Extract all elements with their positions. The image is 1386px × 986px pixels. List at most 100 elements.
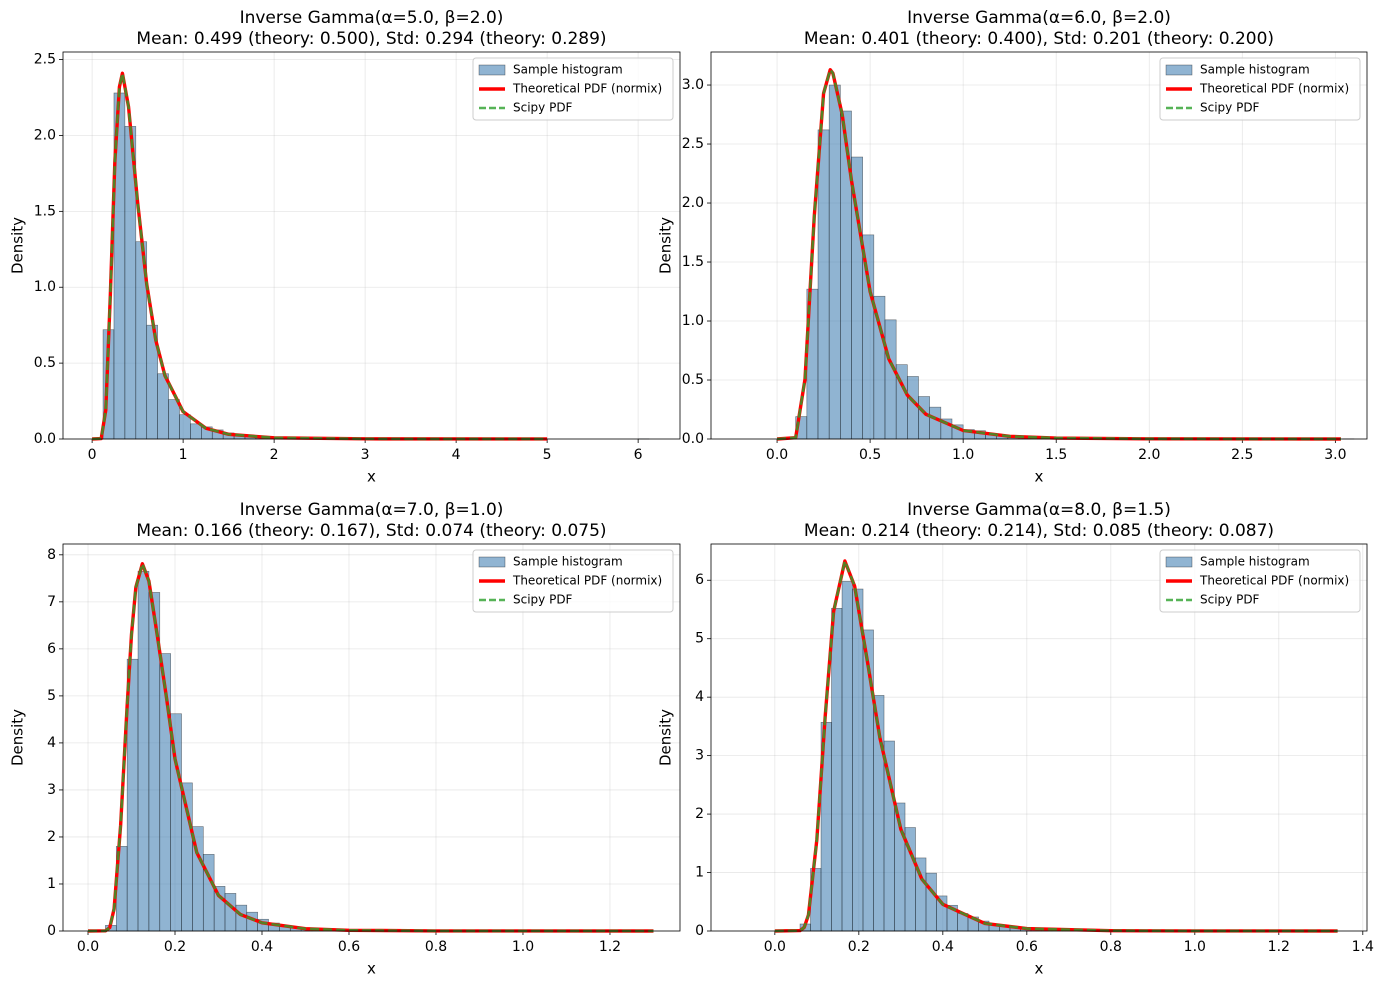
y-tick-label: 0 <box>695 923 704 939</box>
legend-label: Sample histogram <box>513 63 623 77</box>
legend-label: Scipy PDF <box>1200 101 1260 115</box>
y-tick-label: 3.0 <box>682 77 704 93</box>
y-tick-label: 1.5 <box>682 254 704 270</box>
legend-label: Theoretical PDF (normix) <box>512 82 662 96</box>
axes-frame <box>62 51 681 440</box>
y-tick-label: 4 <box>47 735 56 751</box>
y-tick-label: 1 <box>695 865 704 881</box>
x-tick-label: 3 <box>361 447 370 463</box>
legend-box <box>472 57 674 121</box>
y-tick-label: 2.5 <box>682 136 704 152</box>
histogram-bar <box>852 588 864 932</box>
x-tick-label: 3.0 <box>1324 447 1346 463</box>
x-tick-label: 1 <box>179 447 188 463</box>
y-axis-label: Density <box>657 709 675 766</box>
x-tick-label: 5 <box>543 447 552 463</box>
x-tick-label: 0.5 <box>859 447 881 463</box>
x-tick-label: 0.2 <box>164 939 186 955</box>
y-tick-label: 0.5 <box>34 355 56 371</box>
x-tick-label: 1.2 <box>1268 939 1290 955</box>
histogram-bar <box>828 84 841 440</box>
legend-label: Sample histogram <box>513 555 623 569</box>
y-tick-label: 6 <box>47 641 56 657</box>
axes-frame <box>710 51 1368 440</box>
x-tick-label: 1.2 <box>599 939 621 955</box>
legend-box <box>1159 57 1361 121</box>
x-tick-label: 0.6 <box>1016 939 1038 955</box>
x-axis-label: x <box>1035 468 1044 486</box>
x-tick-label: 2 <box>270 447 279 463</box>
axes-frame <box>62 543 681 932</box>
x-tick-label: 1.0 <box>512 939 534 955</box>
x-tick-label: 0.0 <box>766 447 788 463</box>
y-tick-label: 2.5 <box>34 52 56 68</box>
y-tick-label: 8 <box>47 547 56 563</box>
x-tick-label: 0.4 <box>932 939 954 955</box>
x-tick-label: 0.0 <box>77 939 99 955</box>
chart-subtitle: Mean: 0.401 (theory: 0.400), Std: 0.201 … <box>804 29 1274 49</box>
histogram-bar <box>907 376 919 440</box>
y-tick-label: 0.5 <box>682 372 704 388</box>
legend-label: Theoretical PDF (normix) <box>512 574 662 588</box>
legend-label: Sample histogram <box>1200 63 1310 77</box>
x-tick-label: 1.0 <box>1184 939 1206 955</box>
y-tick-label: 0.0 <box>682 431 704 447</box>
histogram-bar <box>841 581 853 932</box>
legend-box <box>1159 549 1361 613</box>
chart-subtitle: Mean: 0.214 (theory: 0.214), Std: 0.085 … <box>804 521 1274 541</box>
x-axis-label: x <box>1035 960 1044 978</box>
legend-label: Scipy PDF <box>513 593 573 607</box>
legend-label: Theoretical PDF (normix) <box>1199 82 1349 96</box>
chart-title: Inverse Gamma(α=8.0, β=1.5) <box>907 500 1171 520</box>
chart-subtitle: Mean: 0.499 (theory: 0.500), Std: 0.294 … <box>136 29 606 49</box>
pdf-line <box>92 71 548 441</box>
legend-swatch <box>478 556 506 568</box>
chart-subtitle: Mean: 0.166 (theory: 0.167), Std: 0.074 … <box>136 521 606 541</box>
legend-label: Sample histogram <box>1200 555 1310 569</box>
legend-label: Scipy PDF <box>1200 593 1260 607</box>
x-tick-label: 2.0 <box>1138 447 1160 463</box>
histogram-bar <box>168 399 180 440</box>
x-tick-label: 1.5 <box>1045 447 1067 463</box>
histogram-bar <box>925 872 937 932</box>
histogram-bar <box>929 406 942 440</box>
histogram-bar <box>224 893 237 932</box>
legend-label: Scipy PDF <box>513 101 573 115</box>
chart-title: Inverse Gamma(α=5.0, β=2.0) <box>240 8 504 28</box>
legend-box <box>472 549 674 613</box>
x-tick-label: 1.0 <box>952 447 974 463</box>
x-tick-label: 0.2 <box>848 939 870 955</box>
x-tick-label: 1.4 <box>1352 939 1374 955</box>
y-tick-label: 0 <box>47 923 56 939</box>
y-axis-label: Density <box>9 217 27 274</box>
histogram-bar <box>179 414 191 440</box>
legend-label: Theoretical PDF (normix) <box>1199 574 1349 588</box>
legend-swatch <box>1165 556 1193 568</box>
y-tick-label: 3 <box>695 748 704 764</box>
x-tick-label: 2.5 <box>1231 447 1253 463</box>
legend-swatch <box>478 64 506 76</box>
histogram-bar <box>817 129 830 440</box>
x-tick-label: 4 <box>452 447 461 463</box>
y-axis-label: Density <box>9 709 27 766</box>
y-tick-label: 6 <box>695 572 704 588</box>
legend-swatch <box>1165 64 1193 76</box>
pdf-line <box>774 559 1338 933</box>
y-tick-label: 0.0 <box>34 431 56 447</box>
y-tick-label: 4 <box>695 689 704 705</box>
y-tick-label: 2.0 <box>34 127 56 143</box>
y-tick-label: 2.0 <box>682 195 704 211</box>
y-axis-label: Density <box>657 217 675 274</box>
y-tick-label: 2 <box>47 829 56 845</box>
x-tick-label: 0.8 <box>425 939 447 955</box>
y-tick-label: 5 <box>47 688 56 704</box>
y-tick-label: 5 <box>695 631 704 647</box>
pdf-line <box>776 68 1341 441</box>
histogram-bar <box>137 570 150 932</box>
x-tick-label: 0.8 <box>1100 939 1122 955</box>
x-axis-label: x <box>367 960 376 978</box>
y-tick-label: 1.0 <box>682 313 704 329</box>
x-tick-label: 0.0 <box>764 939 786 955</box>
histogram-bar <box>918 396 930 440</box>
